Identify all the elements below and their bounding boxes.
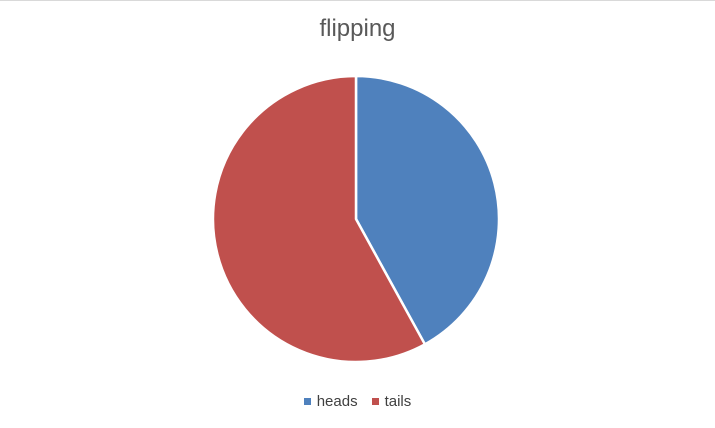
legend-swatch-tails — [371, 398, 379, 405]
legend: heads tails — [0, 393, 715, 410]
legend-label-heads: heads — [316, 393, 358, 410]
legend-label-tails: tails — [384, 393, 412, 410]
pie-slice-heads — [354, 74, 501, 346]
legend-item-heads: heads — [303, 393, 358, 410]
chart-title: flipping — [319, 15, 396, 42]
legend-item-tails: tails — [371, 393, 412, 410]
pie-slice-tails — [211, 74, 427, 364]
legend-swatch-heads — [303, 398, 311, 405]
